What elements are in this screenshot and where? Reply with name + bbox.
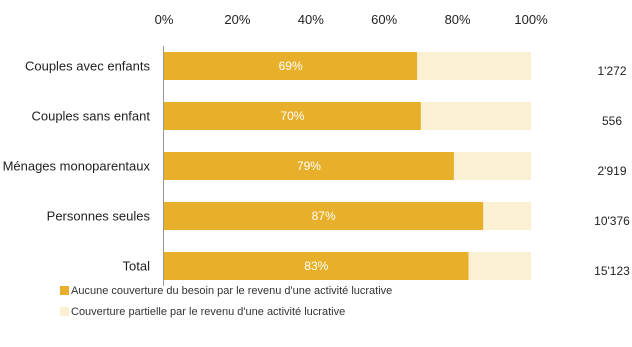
category-label: Couples sans enfant	[31, 109, 150, 124]
bar-segment-no-coverage	[164, 252, 469, 280]
count-label: 556	[602, 114, 622, 128]
bar-segment-no-coverage	[164, 152, 454, 180]
legend-swatch	[60, 307, 69, 316]
category-labels: Couples avec enfants Couples sans enfant M…	[3, 59, 151, 274]
x-tick-label: 100%	[514, 12, 548, 27]
bar-data-label: 83%	[304, 259, 328, 273]
category-label: Couples avec enfants	[25, 59, 151, 74]
x-axis-ticks: 0% 20% 40% 60% 80% 100%	[155, 12, 548, 27]
count-label: 15'123	[594, 264, 630, 278]
bar-data-label: 79%	[297, 159, 321, 173]
bar-segment-partial-coverage	[417, 52, 531, 80]
x-tick-label: 80%	[445, 12, 471, 27]
legend-swatch	[60, 286, 69, 295]
bar-segment-no-coverage	[164, 52, 418, 80]
bars: 69% 70% 79% 87% 83%	[164, 52, 531, 280]
bar-segment-partial-coverage	[468, 252, 531, 280]
category-label: Total	[123, 259, 151, 274]
x-tick-label: 0%	[155, 12, 174, 27]
count-label: 10'376	[594, 214, 630, 228]
count-labels: 1'272 556 2'919 10'376 15'123	[594, 64, 630, 278]
bar-segment-partial-coverage	[453, 152, 531, 180]
bar-segment-no-coverage	[164, 102, 421, 130]
category-label: Personnes seules	[47, 209, 151, 224]
x-tick-label: 20%	[224, 12, 250, 27]
legend-label: Aucune couverture du besoin par le reven…	[71, 285, 392, 297]
legend: Aucune couverture du besoin par le reven…	[60, 285, 392, 318]
count-label: 1'272	[598, 64, 627, 78]
legend-label: Couverture partielle par le revenu d'une…	[71, 306, 345, 318]
x-tick-label: 60%	[371, 12, 397, 27]
category-label: Ménages monoparentaux	[3, 159, 151, 174]
bar-segment-no-coverage	[164, 202, 484, 230]
bar-data-label: 69%	[279, 59, 303, 73]
bar-segment-partial-coverage	[420, 102, 531, 130]
bar-data-label: 70%	[280, 109, 304, 123]
bar-data-label: 87%	[312, 209, 336, 223]
count-label: 2'919	[598, 164, 627, 178]
x-tick-label: 40%	[298, 12, 324, 27]
bar-segment-partial-coverage	[483, 202, 531, 230]
